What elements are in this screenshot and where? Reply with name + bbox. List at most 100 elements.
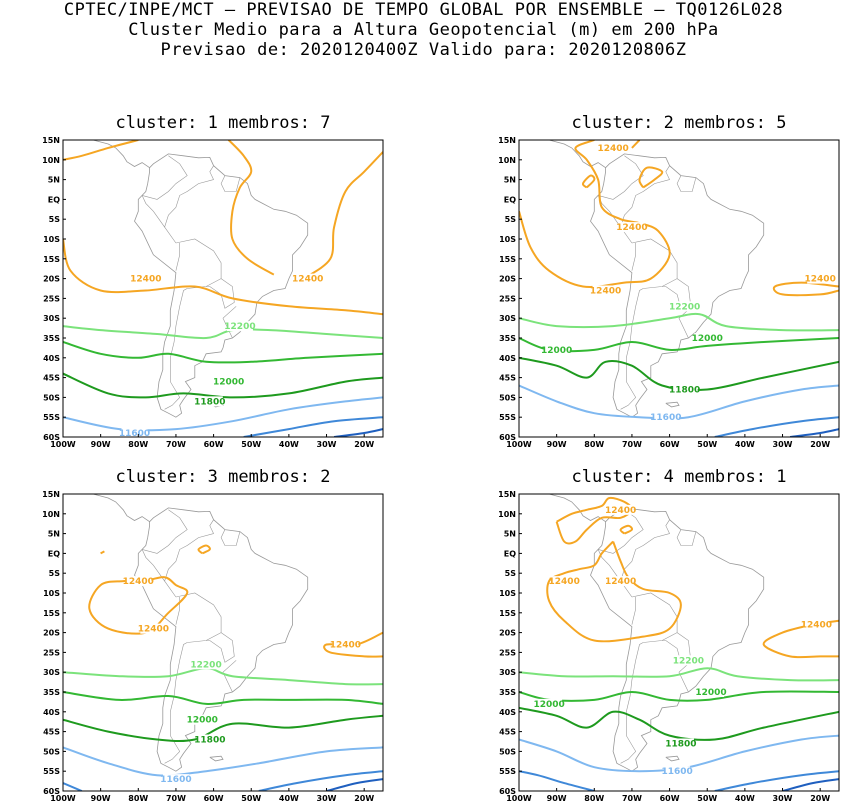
y-tick-label: 50S: [43, 393, 60, 402]
country-border: [175, 597, 180, 625]
country-border: [209, 165, 214, 180]
y-tick-label: 60S: [499, 433, 516, 442]
country-border: [597, 549, 621, 582]
contour-label-12400: 12400: [292, 275, 323, 285]
contour-12400: [303, 151, 383, 280]
x-tick-label: 50W: [241, 794, 261, 803]
plot-frame: [518, 139, 840, 438]
y-tick-label: 15S: [499, 609, 516, 618]
y-tick-label: EQ: [504, 549, 516, 558]
contour-label-bg: [294, 273, 321, 284]
contour-label-12200: 12200: [224, 322, 255, 332]
contour-label-12400: 12400: [138, 625, 169, 635]
contour-label-12400: 12400: [616, 223, 647, 233]
contour-12400: [519, 140, 671, 288]
map-content: 12400 12400 12400 12400 12200 12000 12000 11800…: [519, 494, 839, 791]
y-tick-label: 15S: [43, 609, 60, 618]
header-line-2: Cluster Medio para a Altura Geopotencial…: [128, 20, 719, 40]
contour-label-12000: 12000: [187, 716, 218, 726]
y-tick-label: EQ: [504, 195, 516, 204]
country-border: [206, 632, 235, 663]
country-border: [631, 597, 636, 625]
country-border: [142, 509, 188, 554]
x-tick-label: 90W: [91, 794, 111, 803]
y-tick-label: 15S: [43, 255, 60, 264]
plot-frame: [62, 139, 384, 438]
contour-label-bg: [551, 576, 578, 587]
y-tick-label: 30S: [499, 314, 516, 323]
contour-label-bg: [125, 576, 152, 587]
x-tick-label: 60W: [660, 794, 680, 803]
contour-12400: [638, 166, 664, 189]
contour-12400: [631, 140, 641, 149]
contour-label-bg: [667, 738, 694, 749]
contour-11600: [519, 734, 839, 773]
x-tick-label: 40W: [735, 440, 755, 449]
panel-title-cluster-4: cluster: 4 membros: 1: [571, 467, 787, 487]
contour-11400: [714, 770, 839, 791]
contour-label-12400: 12400: [590, 286, 621, 296]
contour-label-bg: [664, 766, 691, 777]
contour-label-bg: [600, 142, 627, 153]
y-tick-label: 50S: [43, 747, 60, 756]
contour-11800: [63, 372, 383, 399]
x-tick-label: 30W: [773, 794, 793, 803]
map-panel-1: 12400 12400 12200 12000 11800 11600 15N 10N 5N EQ…: [42, 136, 384, 449]
contour-label-bg: [193, 659, 220, 670]
contour-label-bg: [607, 576, 634, 587]
contour-label-bg: [196, 734, 223, 745]
contour-label-12400: 12400: [549, 577, 580, 587]
y-tick-label: 55S: [43, 767, 60, 776]
x-tick-label: 70W: [166, 794, 186, 803]
country-border: [598, 155, 644, 200]
map-content: 12400 12400 12200 12000 11800 11600: [63, 140, 383, 437]
y-tick-label: 55S: [499, 767, 516, 776]
x-tick-label: 20W: [810, 794, 830, 803]
panel-title-cluster-1: cluster: 1 membros: 7: [115, 113, 331, 133]
contour-11200: [789, 428, 839, 437]
contour-11400: [519, 770, 595, 791]
contour-label-bg: [226, 321, 253, 332]
y-tick-label: 10S: [43, 589, 60, 598]
contour-label-11800: 11800: [669, 385, 700, 395]
panel-title-cluster-3: cluster: 3 membros: 2: [115, 467, 331, 487]
y-tick-label: 30S: [43, 314, 60, 323]
x-tick-label: 100W: [506, 794, 532, 803]
country-border: [665, 165, 670, 180]
contour-label-bg: [189, 714, 216, 725]
y-tick-label: 45S: [499, 374, 516, 383]
contour-label-bg: [694, 333, 721, 343]
y-tick-label: 10S: [499, 235, 516, 244]
y-tick-label: 15N: [42, 136, 60, 145]
contour-label-12400: 12400: [605, 506, 636, 516]
contour-label-12000: 12000: [533, 700, 564, 710]
country-border: [620, 288, 644, 410]
coastline-central-america: [91, 494, 150, 523]
x-tick-label: 40W: [279, 794, 299, 803]
map-content: 12400 12400 12400 12200 12000 11800 11600: [63, 494, 383, 791]
country-border: [676, 529, 697, 546]
contour-label-12000: 12000: [541, 346, 572, 356]
x-tick-label: 60W: [204, 440, 224, 449]
contour-12400: [555, 496, 633, 545]
contour-label-bg: [332, 639, 359, 650]
y-tick-label: 50S: [499, 747, 516, 756]
contour-12000: [519, 690, 839, 702]
country-border: [206, 278, 235, 309]
y-tick-label: 25S: [43, 294, 60, 303]
country-border: [598, 509, 644, 554]
y-tick-label: 15N: [498, 490, 516, 499]
contour-label-bg: [215, 376, 242, 387]
map-panel-3: 12400 12400 12400 12200 12000 11800 11600 15N 10…: [42, 490, 384, 803]
contour-label-12400: 12400: [597, 144, 628, 154]
contour-label-12400: 12400: [801, 621, 832, 631]
contour-label-bg: [140, 623, 167, 634]
contour-label-12400: 12400: [123, 577, 154, 587]
x-tick-label: 80W: [128, 440, 148, 449]
y-tick-label: 30S: [43, 668, 60, 677]
coastline-island: [665, 401, 680, 408]
contour-label-bg: [132, 273, 159, 284]
country-border: [620, 533, 670, 598]
contour-12200: [63, 325, 383, 340]
x-tick-label: 90W: [547, 794, 567, 803]
